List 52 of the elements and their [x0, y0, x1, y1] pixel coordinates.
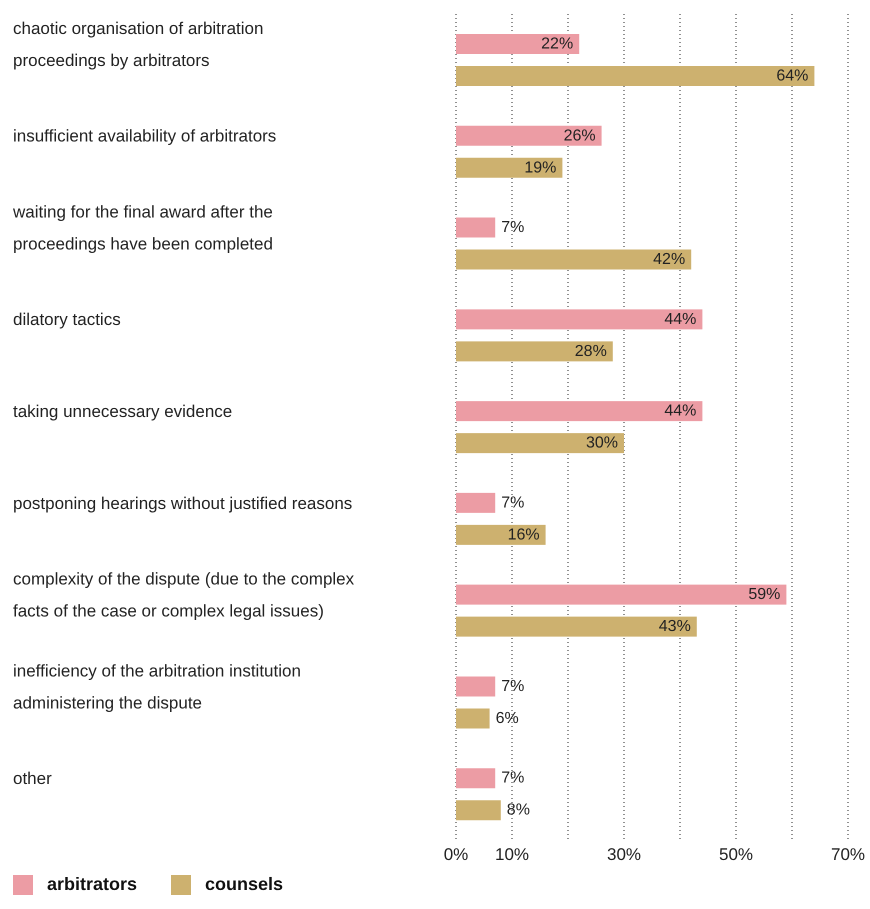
data-label: 28%	[574, 342, 607, 360]
y-tick-label: inefficiency of the arbitration institution administering the dispute	[13, 660, 301, 712]
data-label: 16%	[508, 526, 540, 544]
x-tick-label: 30%	[606, 845, 642, 864]
y-tick-label: waiting for the final award after the proceedings have been completed	[12, 202, 273, 253]
y-tick-label: other	[13, 768, 52, 788]
legend-label: counsels	[205, 874, 284, 895]
y-tick-label: taking unnecessary evidence	[13, 402, 232, 420]
data-label: 42%	[653, 251, 686, 268]
bar	[456, 584, 786, 605]
data-label: 8%	[506, 802, 530, 819]
y-tick-label: insufficient availability of arbitrators	[13, 126, 276, 146]
x-tick-label: 10%	[494, 845, 530, 864]
x-tick-label: 50%	[718, 845, 754, 864]
data-label: 19%	[524, 159, 556, 176]
bar	[456, 492, 496, 513]
bar	[456, 126, 602, 146]
y-tick-label: dilatory tactics	[13, 310, 121, 329]
bar	[456, 433, 624, 454]
bar	[456, 66, 814, 86]
bar	[456, 708, 490, 728]
data-label: 30%	[586, 434, 618, 452]
data-label: 44%	[664, 310, 696, 328]
bar	[456, 401, 702, 422]
bar	[456, 768, 496, 788]
bar	[456, 341, 613, 362]
bar	[456, 676, 496, 696]
bar	[456, 218, 496, 238]
x-tick-label: 0%	[444, 845, 468, 864]
bar	[456, 616, 697, 637]
bar	[456, 800, 501, 820]
y-tick-label: complexity of the dispute (due to the complex facts of the case or complex legal issues)	[13, 569, 355, 620]
y-tick-label: chaotic organisation of arbitration proceedings by arbitrators	[13, 18, 264, 70]
x-tick-label: 70%	[830, 845, 866, 864]
data-label: 7%	[501, 219, 524, 236]
data-label: 44%	[664, 402, 696, 420]
bar	[456, 309, 702, 330]
y-tick-label: postponing hearings without justified reasons	[13, 493, 352, 512]
data-label: 7%	[501, 494, 524, 512]
bar	[456, 250, 692, 270]
data-label: 64%	[776, 68, 808, 84]
data-label: 43%	[658, 618, 691, 636]
data-label: 59%	[748, 586, 780, 604]
bar	[456, 158, 562, 178]
data-label: 7%	[501, 770, 524, 787]
bar	[456, 34, 580, 54]
data-label: 6%	[496, 710, 519, 727]
data-label: 7%	[501, 678, 524, 695]
data-label: 22%	[541, 36, 574, 52]
bar	[456, 524, 546, 545]
data-label: 26%	[564, 127, 596, 144]
legend-label: arbitrators	[47, 874, 138, 895]
